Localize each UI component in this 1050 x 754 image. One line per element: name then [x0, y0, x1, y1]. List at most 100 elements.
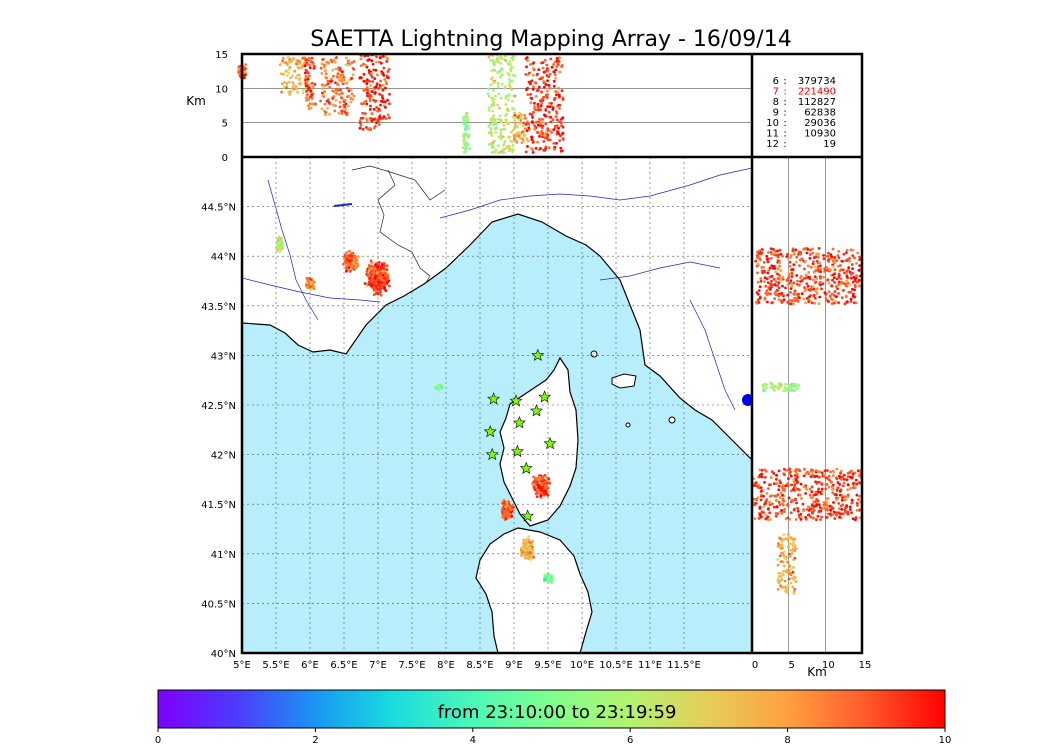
altitude-top-point [309, 89, 313, 93]
altitude-side-point [820, 482, 824, 485]
altitude-top-point [300, 66, 304, 69]
lightning-point [388, 284, 391, 288]
altitude-top-point [244, 63, 248, 67]
altitude-side-point [819, 270, 823, 274]
altitude-top-point [518, 111, 522, 115]
altitude-side-point [767, 251, 770, 254]
altitude-side-point [805, 251, 809, 255]
altitude-top-point [506, 107, 509, 111]
altitude-side-point [779, 269, 783, 272]
altitude-side-point [811, 251, 815, 255]
altitude-side-point [812, 278, 815, 282]
altitude-side-point [779, 278, 783, 282]
altitude-top-point [342, 103, 346, 107]
altitude-side-point [766, 507, 770, 511]
altitude-top-point [368, 58, 371, 61]
altitude-top-point [368, 108, 372, 111]
altitude-side-point [837, 282, 841, 286]
altitude-side-point [830, 485, 834, 488]
altitude-top-tick-label: 10 [215, 84, 228, 95]
altitude-side-point [763, 280, 766, 283]
altitude-side-point [804, 492, 807, 495]
altitude-top-point [536, 140, 539, 144]
altitude-side-point [838, 269, 842, 273]
altitude-side-background [752, 157, 862, 653]
altitude-side-point [787, 257, 790, 260]
lightning-point [379, 277, 383, 281]
altitude-top-point [466, 126, 470, 129]
altitude-top-point [344, 102, 348, 106]
altitude-side-point [796, 473, 799, 476]
altitude-side-point [850, 498, 854, 502]
altitude-top-point [370, 59, 374, 63]
lightning-point [383, 262, 386, 265]
altitude-top-point [532, 67, 535, 70]
altitude-side-point [838, 515, 841, 519]
altitude-side-point [794, 467, 798, 471]
altitude-top-point [548, 72, 552, 76]
altitude-side-point [818, 470, 821, 474]
altitude-top-point [500, 120, 504, 124]
altitude-top-point [539, 132, 542, 136]
altitude-side-point [782, 585, 786, 589]
altitude-top-point [531, 151, 535, 154]
altitude-side-point [806, 470, 809, 474]
lightning-point [535, 480, 538, 484]
altitude-side-point [833, 281, 837, 284]
lightning-point [506, 503, 509, 507]
altitude-side-point [759, 277, 763, 280]
altitude-side-point [780, 509, 784, 512]
altitude-side-point [802, 277, 806, 280]
altitude-top-point [551, 106, 555, 110]
altitude-top-point [464, 128, 467, 131]
altitude-top-point [492, 97, 496, 101]
altitude-side-point [842, 512, 845, 516]
map-panel: 5°E 5.5°E 6°E 6.5°E 7°E 7.5°E 8°E 8.5°E 9°E 9.5°E… [201, 157, 752, 671]
altitude-top-point [524, 73, 528, 76]
altitude-top-point [388, 102, 391, 106]
altitude-top-point [533, 105, 536, 109]
legend-separator: : [783, 97, 786, 108]
altitude-side-point [817, 487, 820, 491]
altitude-side-point [830, 302, 834, 305]
altitude-top-point [378, 92, 382, 96]
altitude-top-point [349, 100, 353, 104]
altitude-top-point [519, 115, 523, 119]
altitude-side-point [836, 254, 840, 257]
altitude-side-point [836, 287, 839, 291]
altitude-side-point [792, 541, 795, 545]
altitude-top-point [499, 61, 502, 65]
map-gridlines [242, 157, 752, 653]
lightning-point [369, 270, 373, 273]
altitude-side-point [826, 254, 829, 258]
altitude-side-point [753, 517, 757, 520]
lightning-point [520, 554, 523, 557]
lightning-point [307, 280, 311, 284]
altitude-side-point [768, 266, 772, 270]
altitude-top-point [555, 141, 558, 145]
altitude-top-point [558, 56, 561, 60]
altitude-top-point [498, 114, 502, 118]
altitude-top-point [288, 92, 292, 96]
altitude-side-point [769, 483, 772, 487]
altitude-side-point [789, 581, 793, 585]
altitude-top-point [330, 79, 333, 83]
altitude-side-point [784, 286, 787, 290]
altitude-top-point [499, 134, 503, 138]
altitude-top-point [307, 59, 311, 62]
altitude-side-point [771, 384, 775, 387]
altitude-top-point [347, 89, 351, 93]
altitude-top-point [521, 130, 524, 134]
lightning-point [343, 253, 347, 257]
altitude-top-point [492, 123, 495, 127]
altitude-top-point [536, 102, 540, 106]
altitude-top-point [558, 94, 561, 98]
altitude-side-point [763, 481, 766, 484]
altitude-top-point [511, 128, 515, 132]
altitude-top-point [327, 101, 331, 105]
altitude-top-point [493, 150, 497, 154]
altitude-side-point [822, 275, 825, 279]
altitude-top-point [543, 136, 547, 140]
altitude-side-point [787, 477, 790, 480]
altitude-side-point [851, 294, 855, 298]
